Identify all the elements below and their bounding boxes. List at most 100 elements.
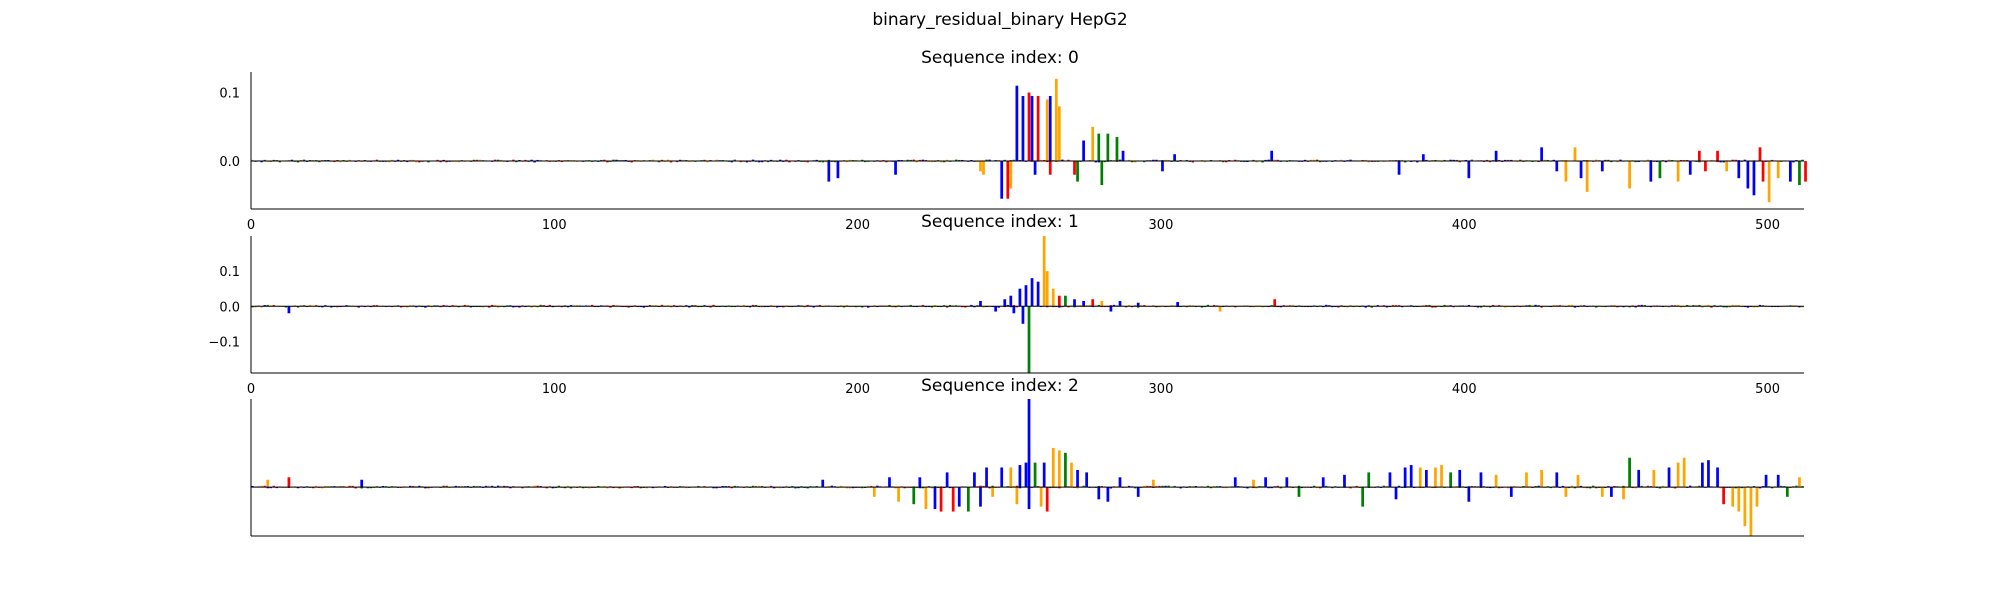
background-letter-mark: [712, 304, 715, 307]
background-letter-mark: [785, 485, 788, 488]
background-letter-mark: [1595, 159, 1598, 162]
y-tick-label: −0.1: [208, 335, 240, 350]
background-letter-mark: [1570, 304, 1574, 307]
logo-peak-C: [1021, 306, 1025, 324]
background-letter-mark: [600, 159, 603, 162]
background-letter-mark: [745, 486, 749, 488]
background-letter-mark: [930, 161, 934, 163]
background-letter-mark: [636, 160, 639, 162]
logo-peak-C: [1118, 300, 1122, 307]
background-letter-mark: [251, 485, 254, 488]
background-letter-mark: [308, 160, 312, 162]
background-letter-mark: [1367, 161, 1370, 163]
background-letter-mark: [1127, 485, 1131, 488]
background-letter-mark: [500, 159, 503, 162]
background-letter-mark: [672, 305, 676, 307]
background-letter-mark: [751, 304, 755, 307]
logo-peak-T: [951, 487, 955, 512]
background-letter-mark: [1622, 485, 1625, 488]
logo-peak-G: [1798, 477, 1801, 488]
logo-peak-C: [1285, 477, 1289, 488]
background-letter-mark: [1467, 304, 1471, 307]
background-letter-mark: [1161, 160, 1164, 162]
background-letter-mark: [1315, 487, 1319, 489]
background-letter-mark: [1667, 306, 1671, 308]
background-letter-mark: [973, 306, 976, 308]
logo-peak-G: [1652, 469, 1656, 488]
background-letter-mark: [918, 487, 922, 489]
background-letter-mark: [636, 486, 639, 488]
background-letter-mark: [1634, 161, 1637, 163]
logo-peak-C: [1030, 278, 1034, 307]
background-letter-mark: [1443, 304, 1446, 307]
background-letter-mark: [424, 306, 427, 308]
background-letter-mark: [1707, 304, 1710, 307]
background-letter-mark: [533, 485, 536, 488]
background-letter-mark: [1507, 159, 1510, 162]
y-tick-label: 0.0: [219, 300, 240, 315]
background-letter-mark: [375, 305, 379, 307]
background-letter-mark: [1516, 305, 1519, 307]
background-letter-mark: [1200, 306, 1204, 308]
logo-peak-C: [1118, 477, 1122, 488]
background-letter-mark: [685, 160, 688, 162]
logo-peak-A: [1106, 133, 1110, 162]
background-letter-mark: [921, 487, 925, 489]
logo-peak-G: [991, 487, 994, 497]
background-letter-mark: [1164, 159, 1167, 162]
background-letter-mark: [1370, 306, 1373, 308]
background-letter-mark: [848, 487, 852, 489]
logo-peak-G: [266, 479, 270, 488]
background-letter-mark: [1673, 487, 1677, 489]
background-letter-mark: [612, 159, 615, 162]
logo-peak-C: [1458, 469, 1462, 488]
background-letter-mark: [493, 305, 497, 307]
background-letter-mark: [311, 160, 315, 162]
logo-peak-A: [1100, 161, 1104, 186]
background-letter-mark: [1734, 159, 1737, 162]
background-letter-mark: [445, 161, 448, 163]
background-letter-mark: [948, 487, 952, 489]
background-letter-mark: [818, 304, 821, 307]
background-letter-mark: [1376, 305, 1380, 307]
logo-peak-G: [1045, 271, 1049, 307]
background-letter-mark: [278, 161, 282, 163]
background-letter-mark: [1046, 306, 1049, 308]
logo-peak-C: [1082, 140, 1085, 162]
background-letter-mark: [351, 485, 354, 488]
background-letter-mark: [1695, 485, 1698, 488]
background-letter-mark: [930, 306, 934, 308]
background-letter-mark: [1519, 159, 1522, 162]
background-letter-mark: [1109, 487, 1113, 489]
background-letter-mark: [569, 487, 573, 489]
background-letter-mark: [369, 487, 373, 489]
background-letter-mark: [1221, 161, 1225, 163]
background-letter-mark: [933, 304, 937, 307]
background-letter-mark: [669, 161, 673, 163]
background-letter-mark: [1073, 306, 1076, 308]
background-letter-mark: [682, 159, 685, 162]
background-letter-mark: [591, 304, 594, 307]
background-letter-mark: [1564, 159, 1568, 162]
logo-peak-G: [1218, 306, 1222, 312]
background-letter-mark: [1079, 305, 1082, 307]
logo-peak-C: [827, 161, 831, 182]
logo-peak-T: [287, 477, 291, 488]
background-letter-mark: [1528, 304, 1531, 307]
background-letter-mark: [266, 304, 269, 307]
background-letter-mark: [1634, 306, 1637, 308]
logo-peak-C: [1097, 487, 1101, 500]
background-letter-mark: [1143, 305, 1146, 307]
background-letter-mark: [539, 304, 542, 307]
background-letter-mark: [1224, 161, 1228, 163]
background-letter-mark: [1067, 159, 1070, 162]
background-letter-mark: [1634, 487, 1637, 489]
background-letter-mark: [302, 305, 306, 307]
panel-sequence-1: Sequence index: 1 −0.1 0.0 0.1 0 100 200 300 40…: [208, 212, 1804, 397]
background-letter-mark: [348, 159, 351, 162]
background-letter-mark: [427, 487, 430, 489]
background-letter-mark: [1588, 487, 1592, 489]
background-letter-mark: [1731, 159, 1734, 162]
background-letter-mark: [457, 161, 460, 163]
background-letter-mark: [566, 306, 570, 308]
